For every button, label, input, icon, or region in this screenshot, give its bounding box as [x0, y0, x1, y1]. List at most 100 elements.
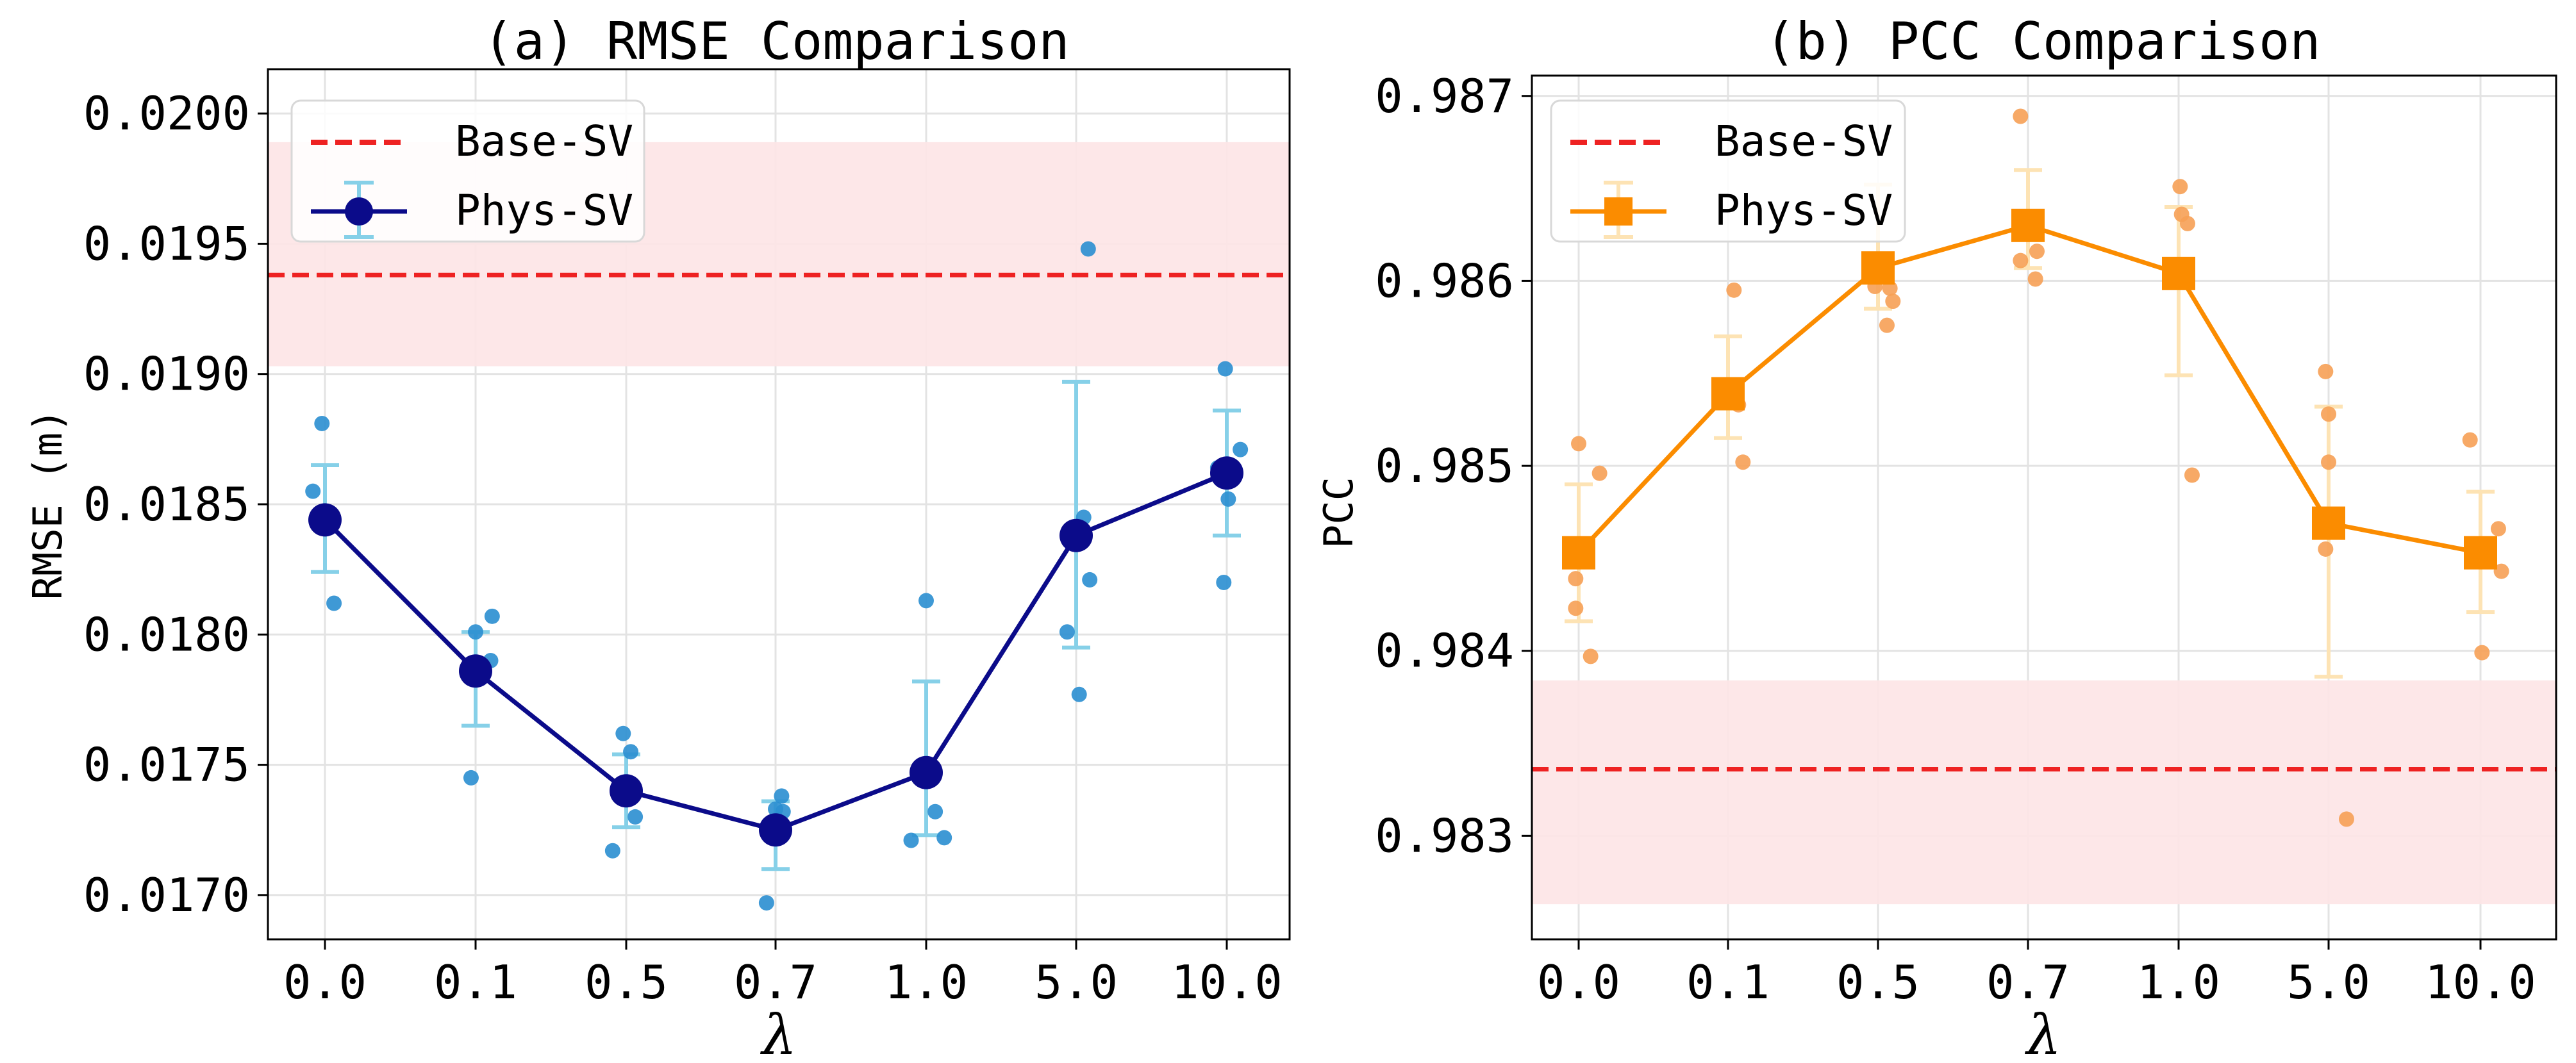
rmse-marker-1: [459, 654, 492, 688]
rmse-xtick-label-4: 1.0: [885, 955, 968, 1009]
pcc-run-point-3-1: [2013, 252, 2029, 268]
pcc-y-ticks: 0.983 0.984 0.985 0.986 0.987: [1375, 69, 1532, 862]
pcc-run-point-6-0: [2462, 432, 2478, 448]
pcc-axes-frame: [1531, 74, 2557, 941]
pcc-ytick-label-2: 0.985: [1375, 439, 1514, 493]
pcc-ytick-label-4: 0.987: [1375, 69, 1514, 123]
pcc-run-point-5-1: [2321, 406, 2336, 422]
pcc-run-point-6-3: [2493, 563, 2509, 579]
rmse-marker-2: [610, 774, 643, 808]
pcc-run-point-0-2: [1583, 648, 1599, 664]
rmse-marker-4: [910, 755, 943, 789]
pcc-xtick-label-0: 0.0: [1537, 955, 1620, 1009]
pcc-run-point-5-3: [2338, 811, 2354, 827]
rmse-x-ticks: 0.0 0.1 0.5 0.7 1.0 5.0 10.0: [283, 939, 1283, 1009]
rmse-run-point-1-3: [484, 608, 500, 624]
pcc-run-point-0-1: [1571, 436, 1586, 452]
rmse-run-point-0-1: [314, 415, 330, 431]
rmse-series-markers: [308, 456, 1243, 847]
rmse-run-point-3-2: [774, 788, 790, 804]
pcc-base-band-rect: [1532, 680, 2556, 905]
rmse-xtick-label-5: 5.0: [1035, 955, 1118, 1009]
pcc-base-band: [1532, 680, 2556, 905]
rmse-run-point-3-0: [758, 895, 774, 911]
pcc-legend-base-label: Base-SV: [1715, 117, 1893, 166]
pcc-run-point-6-2: [2490, 521, 2506, 537]
pcc-run-point-0-0: [1568, 571, 1584, 587]
rmse-marker-3: [759, 813, 792, 847]
pcc-xtick-label-4: 1.0: [2137, 955, 2220, 1009]
pcc-run-point-6-1: [2474, 645, 2490, 661]
pcc-errorbars: [1565, 168, 2495, 679]
rmse-ytick-label-3: 0.0185: [83, 477, 250, 531]
rmse-xtick-label-0: 0.0: [283, 955, 367, 1009]
rmse-run-point-0-3: [326, 595, 342, 611]
rmse-xtick-label-3: 0.7: [734, 955, 817, 1009]
pcc-ytick-label-0: 0.983: [1375, 809, 1514, 862]
rmse-run-point-5-1: [1071, 686, 1087, 702]
pcc-legend-marker: [1604, 197, 1633, 226]
pcc-ytick-label-1: 0.984: [1375, 624, 1514, 678]
pcc-marker-1: [1711, 377, 1745, 411]
pcc-run-point-5-2: [2321, 454, 2336, 470]
rmse-marker-0: [308, 503, 342, 537]
rmse-xtick-label-6: 10.0: [1171, 955, 1282, 1009]
pcc-xtick-label-5: 5.0: [2287, 955, 2370, 1009]
pcc-run-point-4-0: [2172, 179, 2188, 195]
pcc-legend-box: [1550, 99, 1906, 243]
rmse-run-point-1-0: [463, 770, 479, 786]
rmse-ytick-label-4: 0.0190: [83, 347, 250, 401]
pcc-run-point-3-2: [2027, 271, 2043, 287]
rmse-legend-phys-label: Phys-SV: [455, 186, 633, 235]
pcc-marker-2: [1861, 251, 1895, 285]
pcc-legend-phys-label: Phys-SV: [1715, 186, 1893, 235]
rmse-run-point-2-3: [627, 809, 644, 825]
pcc-run-point-4-2: [2179, 215, 2195, 231]
pcc-extra-point-0: [1568, 600, 1584, 616]
pcc-xtick-label-6: 10.0: [2425, 955, 2536, 1009]
rmse-y-ticks: 0.0170 0.0175 0.0180 0.0185 0.0190 0.0195 0.02…: [83, 87, 268, 922]
pcc-run-point-0-3: [1591, 465, 1608, 481]
rmse-run-point-4-3: [936, 830, 952, 846]
pcc-run-point-3-3: [2029, 243, 2045, 260]
pcc-run-point-2-2: [1879, 317, 1895, 333]
rmse-xtick-label-2: 0.5: [585, 955, 668, 1009]
pcc-extra-point-1: [2318, 541, 2334, 557]
rmse-run-point-5-3: [1082, 572, 1098, 588]
pcc-run-point-1-0: [1726, 282, 1742, 298]
pcc-legend: Base-SV Phys-SV: [1550, 99, 1906, 243]
rmse-run-point-6-2: [1220, 491, 1236, 507]
rmse-title: (a) RMSE Comparison: [483, 12, 1069, 71]
rmse-run-point-5-0: [1059, 624, 1075, 640]
pcc-marker-4: [2162, 256, 2195, 290]
pcc-marker-5: [2312, 506, 2345, 540]
rmse-run-point-2-2: [623, 744, 639, 760]
pcc-marker-0: [1562, 536, 1595, 570]
rmse-run-point-2-0: [604, 843, 620, 859]
rmse-ylabel: RMSE (m): [24, 409, 71, 600]
rmse-ytick-label-0: 0.0170: [83, 868, 250, 922]
rmse-run-point-4-2: [927, 803, 943, 820]
rmse-ytick-label-2: 0.0180: [83, 607, 250, 661]
rmse-ytick-label-5: 0.0195: [83, 217, 250, 270]
rmse-legend: Base-SV Phys-SV: [290, 99, 645, 243]
rmse-extra-point-0: [1080, 241, 1096, 257]
rmse-run-point-4-0: [903, 832, 919, 848]
rmse-run-point-6-1: [1217, 361, 1233, 377]
pcc-run-point-1-3: [1735, 454, 1751, 470]
pcc-run-point-5-0: [2318, 363, 2334, 379]
rmse-extra-point-1: [1216, 574, 1232, 590]
rmse-marker-5: [1059, 518, 1093, 552]
rmse-run-point-2-1: [615, 725, 631, 741]
pcc-ylabel: PCC: [1315, 477, 1362, 548]
rmse-marker-6: [1210, 456, 1243, 490]
pcc-x-ticks: 0.0 0.1 0.5 0.7 1.0 5.0 10.0: [1537, 939, 2536, 1009]
pcc-marker-3: [2011, 208, 2045, 242]
rmse-legend-marker: [345, 197, 373, 226]
rmse-xlabel: λ: [760, 1003, 797, 1060]
rmse-xtick-label-1: 0.1: [434, 955, 517, 1009]
rmse-run-point-0-0: [305, 483, 321, 499]
pcc-run-point-3-0: [2013, 108, 2029, 124]
